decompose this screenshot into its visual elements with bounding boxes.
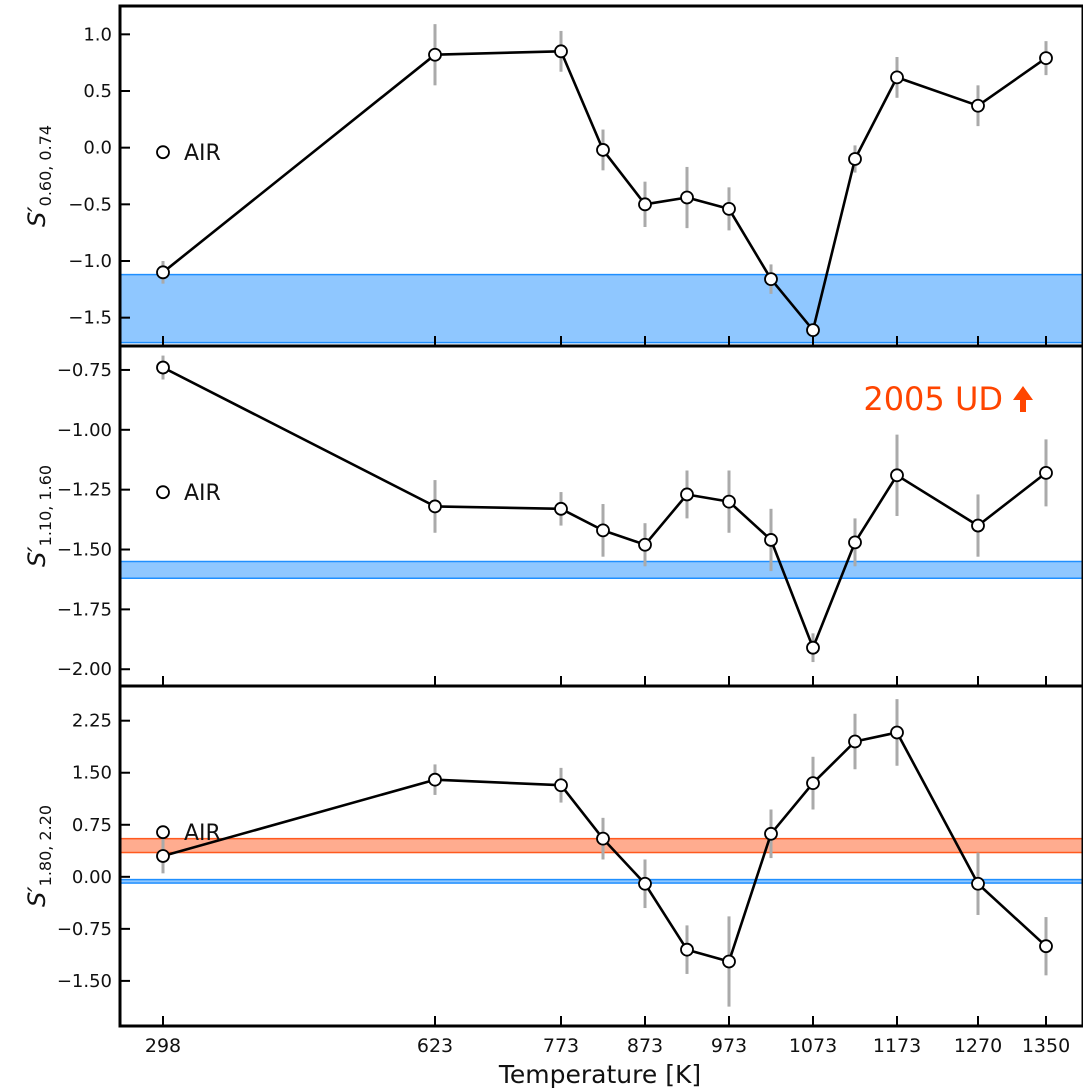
data-point (554, 44, 568, 59)
y-tick-label: −0.75 (57, 360, 112, 381)
y-tick-label: −1.25 (57, 480, 112, 501)
data-point (156, 360, 170, 375)
panel-1: −1.5 −1.0 −0.5 0.0 0.5 1.0 AIR S′0.60, 0.74 (23, 4, 1083, 348)
legend-label: AIR (184, 821, 221, 846)
x-axis-label: Temperature [K] (498, 1060, 701, 1088)
y-tick-label: 0.5 (83, 81, 112, 102)
x-tick-label: 773 (543, 1035, 579, 1057)
data-point (680, 487, 694, 502)
y-tick-label: −1.0 (68, 251, 112, 272)
data-point (680, 942, 694, 957)
y-axis-label-main: S′ (23, 546, 51, 567)
data-point (806, 323, 820, 338)
plot-area (120, 355, 1083, 663)
data-point (764, 826, 778, 841)
y-axis-label: S′0.60, 0.74 (23, 125, 55, 227)
data-point (722, 494, 736, 509)
y-tick-label: −1.50 (57, 971, 112, 992)
panel-3: −1.50 −0.75 0.00 0.75 1.50 2.25 AIR S′1.80, 2.2… (23, 684, 1083, 1028)
legend-marker (156, 145, 170, 160)
data-point (764, 272, 778, 287)
y-tick-label: 1.0 (83, 24, 112, 45)
data-point (1039, 939, 1053, 954)
up-arrow-icon (1013, 386, 1033, 412)
x-tick-label: 1350 (1022, 1035, 1070, 1057)
y-tick-label: −1.00 (57, 420, 112, 441)
data-point (428, 47, 442, 62)
data-point (722, 954, 736, 969)
data-point (1039, 51, 1053, 66)
data-point (156, 849, 170, 863)
data-point (638, 197, 652, 212)
x-tick-label: 298 (145, 1035, 181, 1057)
data-point (848, 734, 862, 749)
plot-area (120, 699, 1083, 1007)
data-point (156, 265, 170, 280)
data-point (638, 876, 652, 891)
data-point (680, 190, 694, 205)
blue-band (120, 273, 1083, 344)
data-point (806, 640, 820, 655)
data-point (596, 831, 610, 846)
data-point (971, 876, 985, 891)
y-tick-label: −1.75 (57, 599, 112, 620)
data-point (1039, 466, 1053, 480)
data-point (848, 152, 862, 166)
data-point (971, 98, 985, 113)
data-point (890, 725, 904, 740)
annotation-label: 2005 UD (863, 380, 1003, 418)
y-tick-label: −2.00 (57, 659, 112, 680)
data-point (722, 201, 736, 216)
data-point (848, 535, 862, 550)
y-tick-label: 2.25 (72, 711, 112, 732)
data-point (428, 772, 442, 787)
y-axis-label-main: S′ (23, 206, 51, 227)
y-tick-label: −1.50 (57, 540, 112, 561)
y-tick-label: −1.5 (68, 308, 112, 329)
y-axis-label: S′1.10, 1.60 (23, 465, 55, 567)
data-point (638, 537, 652, 552)
y-tick-label: 0.75 (72, 815, 112, 836)
legend-label: AIR (184, 481, 221, 506)
x-tick-label: 1073 (789, 1035, 837, 1057)
data-point (890, 468, 904, 483)
y-axis-label-main: S′ (23, 886, 51, 907)
data-point (764, 533, 778, 547)
panel-2: −2.00 −1.75 −1.50 −1.25 −1.00 −0.75 AIR S′1.10,… (23, 344, 1083, 688)
blue-band (120, 560, 1083, 580)
y-tick-label: 1.50 (72, 763, 112, 784)
y-axis-label-sub: 0.60, 0.74 (36, 125, 55, 206)
y-axis-label-sub: 1.10, 1.60 (36, 465, 55, 546)
panel-frame (118, 684, 1083, 1028)
y-tick-label: 0.0 (83, 138, 112, 159)
data-point (554, 501, 568, 516)
legend-marker (156, 485, 170, 500)
data-point (428, 499, 442, 514)
data-point (890, 70, 904, 85)
x-tick-label: 873 (627, 1035, 663, 1057)
y-axis-label-sub: 1.80, 2.20 (36, 805, 55, 886)
y-tick-label: −0.5 (68, 194, 112, 215)
data-point (596, 523, 610, 538)
data-point (971, 518, 985, 533)
blue-band (120, 878, 1083, 884)
data-point (554, 778, 568, 793)
x-tick-label: 623 (417, 1035, 453, 1057)
x-tick-label: 1173 (873, 1035, 921, 1057)
data-point (806, 776, 820, 791)
legend-marker (156, 825, 170, 840)
y-axis-label: S′1.80, 2.20 (23, 805, 55, 907)
x-tick-label: 1270 (954, 1035, 1002, 1057)
plot-area (120, 24, 1083, 344)
y-tick-label: −0.75 (57, 919, 112, 940)
legend-label: AIR (184, 141, 221, 166)
y-tick-label: 0.00 (72, 867, 112, 888)
x-tick-label: 973 (711, 1035, 747, 1057)
data-point (596, 143, 610, 157)
